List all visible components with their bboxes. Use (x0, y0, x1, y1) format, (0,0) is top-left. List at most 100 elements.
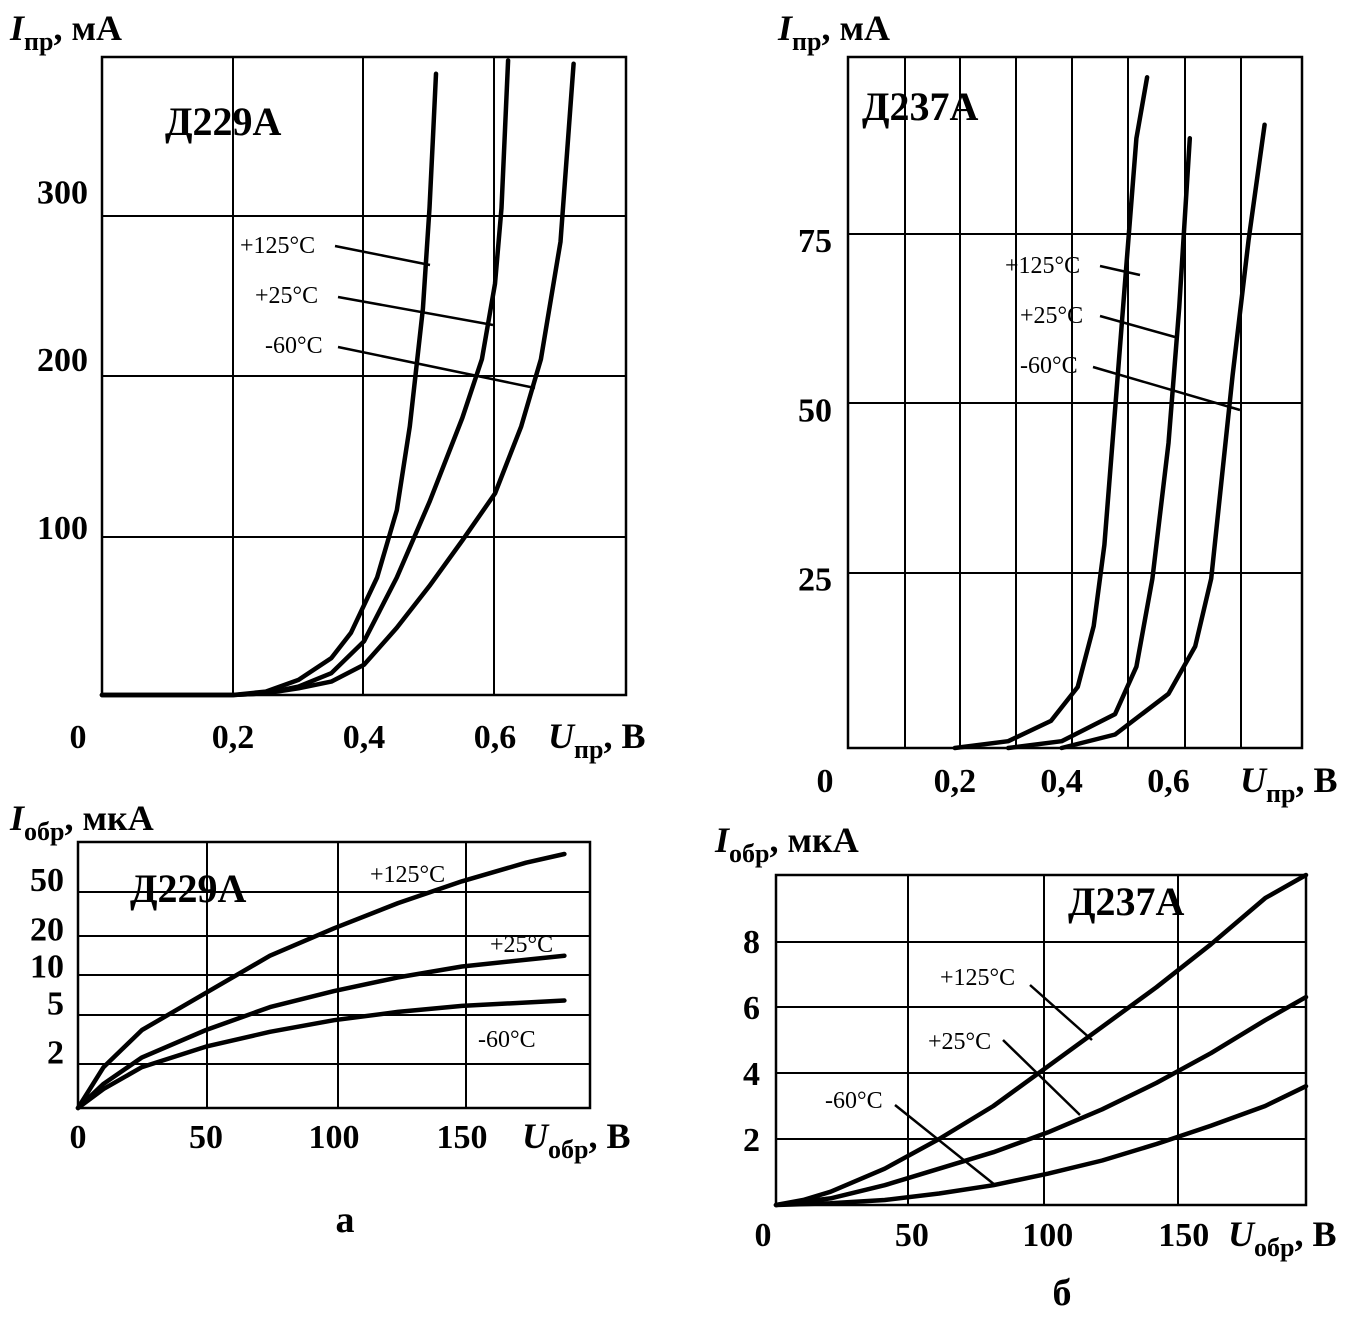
x-axis-label-unit: , В (588, 1116, 630, 1156)
x-axis-label: Uпр, В (1240, 760, 1337, 808)
y-axis-label-symbol: I (714, 820, 731, 860)
series-leader-line (334, 244, 431, 267)
series-label: +125°C (940, 965, 1015, 991)
x-axis-label-symbol: U (522, 1116, 550, 1156)
y-axis-label-unit: , мкА (64, 798, 153, 838)
series-line (1005, 136, 1193, 751)
y-tick-label: 50 (798, 392, 832, 429)
x-axis-label-subscript: пр (1266, 779, 1295, 808)
plot-frame (100, 55, 628, 697)
series-leader-line (1099, 314, 1176, 339)
y-tick-label: 8 (743, 924, 760, 961)
x-axis-label-unit: , В (603, 716, 645, 756)
x-axis-label-symbol: U (1228, 1214, 1256, 1254)
x-axis-label-unit: , В (1294, 1214, 1336, 1254)
x-tick-label: 0,6 (1147, 763, 1190, 800)
x-axis-label: Uобр, В (522, 1116, 630, 1164)
chart-title: Д229А (130, 866, 247, 911)
x-tick-label: 0,4 (1040, 763, 1083, 800)
series-label: -60°C (478, 1027, 536, 1053)
x-axis-label-subscript: обр (1254, 1233, 1294, 1262)
y-axis-label: Iобр, мкА (714, 820, 859, 868)
y-tick-label: 25 (798, 562, 832, 599)
x-axis-label-subscript: пр (574, 735, 603, 764)
series-line (75, 953, 567, 1111)
plot-frame (846, 55, 1304, 750)
series-line (952, 75, 1150, 751)
y-tick-label: 2 (743, 1122, 760, 1159)
series-line (1059, 122, 1267, 751)
panel-label-a: а (336, 1199, 355, 1241)
series-label: +125°C (240, 233, 315, 259)
origin-label: 0 (817, 763, 834, 800)
origin-label: 0 (755, 1217, 772, 1254)
y-tick-label: 10 (30, 948, 64, 985)
x-axis-label-unit: , В (1295, 760, 1337, 800)
y-tick-label: 100 (37, 510, 88, 547)
y-tick-label: 5 (47, 986, 64, 1023)
y-tick-label: 2 (47, 1035, 64, 1072)
chart-title: Д237А (862, 84, 979, 129)
x-axis-label-symbol: U (1240, 760, 1268, 800)
series-leader-line (1099, 264, 1141, 277)
x-tick-label: 0 (70, 1119, 87, 1156)
series-line (99, 61, 576, 698)
series-line (773, 1083, 1309, 1208)
x-tick-label: 100 (309, 1119, 360, 1156)
x-tick-label: 0,2 (212, 719, 255, 756)
series-label: +25°C (255, 283, 318, 309)
y-axis-label: Iобр, мкА (9, 798, 154, 846)
series-label: +125°C (370, 862, 445, 888)
series-label: +125°C (1005, 253, 1080, 279)
y-axis-label-subscript: обр (729, 839, 769, 868)
plot-frame (76, 840, 592, 1110)
y-tick-label: 20 (30, 911, 64, 948)
y-axis-label-symbol: I (9, 798, 26, 838)
y-tick-label: 50 (30, 862, 64, 899)
series-line (773, 994, 1309, 1208)
x-axis-label: Uобр, В (1228, 1214, 1336, 1262)
y-axis-label-symbol: I (9, 8, 26, 48)
y-tick-label: 75 (798, 223, 832, 260)
x-tick-label: 50 (189, 1119, 223, 1156)
series-leader-line (1092, 365, 1241, 412)
y-tick-label: 6 (743, 990, 760, 1027)
x-tick-label: 0,4 (343, 719, 386, 756)
chart-title: Д229А (165, 99, 282, 144)
x-tick-label: 150 (437, 1119, 488, 1156)
y-axis-label-unit: , мкА (769, 820, 858, 860)
x-axis-label: Uпр, В (548, 716, 645, 764)
y-tick-label: 300 (37, 174, 88, 211)
series-line (75, 851, 567, 1111)
chart-title: Д237А (1068, 879, 1185, 924)
series-line (75, 998, 567, 1111)
series-label: +25°C (490, 932, 553, 958)
x-tick-label: 150 (1158, 1217, 1209, 1254)
y-axis-label-unit: , мА (821, 8, 890, 48)
y-axis-label-unit: , мА (53, 8, 122, 48)
x-tick-label: 0,2 (934, 763, 977, 800)
y-axis-label: Iпр, мА (9, 8, 122, 56)
x-tick-label: 0,6 (474, 719, 517, 756)
origin-label: 0 (70, 719, 87, 756)
x-tick-label: 50 (895, 1217, 929, 1254)
series-label: +25°C (1020, 303, 1083, 329)
panel-label-b: б (1053, 1272, 1072, 1314)
series-label: -60°C (1020, 353, 1078, 379)
series-label: -60°C (825, 1088, 883, 1114)
series-line (773, 872, 1309, 1208)
x-axis-label-subscript: обр (548, 1135, 588, 1164)
y-axis-label-subscript: пр (792, 27, 821, 56)
x-axis-label-symbol: U (548, 716, 576, 756)
series-leader-line (1029, 984, 1093, 1041)
series-label: +25°C (928, 1029, 991, 1055)
x-tick-label: 100 (1022, 1217, 1073, 1254)
plot-frame (774, 873, 1308, 1207)
y-axis-label-symbol: I (777, 8, 794, 48)
series-leader-line (337, 345, 536, 390)
y-axis-label-subscript: обр (24, 817, 64, 846)
